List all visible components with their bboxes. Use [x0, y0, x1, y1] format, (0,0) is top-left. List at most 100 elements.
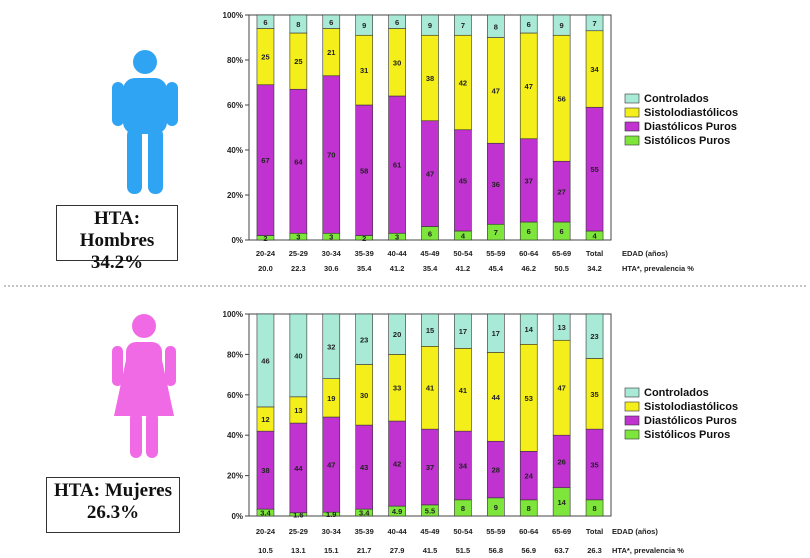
- women-data-label: 8: [527, 504, 531, 513]
- men-bar-segment-controlados: [519, 14, 538, 34]
- women-legend-swatch-sistolicos_puros: [624, 429, 640, 440]
- men-y-tick-label: 40%: [227, 146, 243, 155]
- men-prevalence-value: 30.6: [324, 264, 339, 273]
- hta-women-title: HTA: Mujeres: [53, 480, 173, 501]
- women-data-label: 13: [294, 406, 302, 415]
- women-category-label: 45-49: [420, 527, 439, 536]
- men-legend-label-controlados: Controlados: [644, 93, 709, 105]
- men-category-label: 25-29: [289, 249, 308, 258]
- men-category-label: 55-59: [486, 249, 505, 258]
- women-data-label: 4.9: [392, 507, 402, 516]
- women-data-label: 37: [426, 463, 434, 472]
- men-data-label: 7: [494, 228, 498, 237]
- men-prevalence-value: 41.2: [390, 264, 405, 273]
- men-data-label: 4: [461, 232, 466, 241]
- men-prevalence-value: 35.4: [357, 264, 372, 273]
- women-legend-label-controlados: Controlados: [644, 387, 709, 399]
- men-bar-segment-controlados: [289, 14, 308, 34]
- women-prevalence-value: 21.7: [357, 546, 372, 555]
- women-category-label: 40-44: [387, 527, 407, 536]
- men-data-label: 67: [261, 156, 269, 165]
- women-y-tick-label: 0%: [231, 512, 243, 521]
- women-category-label: 35-39: [355, 527, 374, 536]
- men-data-label: 6: [263, 18, 267, 27]
- women-bar-segment-controlados: [322, 313, 341, 379]
- women-data-label: 47: [327, 461, 335, 470]
- men-data-label: 2: [263, 234, 267, 243]
- women-prevalence-value: 63.7: [554, 546, 569, 555]
- women-category-label: 60-64: [519, 527, 539, 536]
- men-data-label: 70: [327, 151, 335, 160]
- women-legend-label-sistolodiastolicos: Sistolodiastólicos: [644, 401, 738, 413]
- woman-right-arm: [165, 346, 176, 386]
- women-data-label: 43: [360, 463, 368, 472]
- women-data-label: 19: [327, 394, 335, 403]
- men-stacked-bar-chart: 0%20%40%60%80%100%26725620-2420.03642582…: [223, 11, 739, 273]
- man-head: [133, 50, 157, 74]
- women-prevalence-value: 10.5: [258, 546, 273, 555]
- hta-women-box: HTA: Mujeres 26.3%: [46, 477, 180, 533]
- men-data-label: 4: [592, 232, 597, 241]
- men-category-label: 45-49: [420, 249, 439, 258]
- women-data-label: 53: [525, 394, 533, 403]
- men-data-label: 6: [527, 20, 531, 29]
- men-bar-segment-controlados: [421, 14, 439, 36]
- men-prevalence-value: 20.0: [258, 264, 273, 273]
- men-prevalence-value: 41.2: [456, 264, 471, 273]
- men-prevalence-value: 50.5: [554, 264, 569, 273]
- women-data-label: 13: [557, 323, 565, 332]
- women-prevalence-value: 41.5: [423, 546, 438, 555]
- women-bar-segment-controlados: [487, 313, 505, 353]
- men-data-label: 9: [560, 21, 564, 30]
- men-data-label: 47: [426, 170, 434, 179]
- men-legend-swatch-controlados: [624, 93, 640, 104]
- women-legend-swatch-sistolodiastolicos: [624, 401, 640, 412]
- men-legend-label-diastolicos_puros: Diastólicos Puros: [644, 121, 737, 133]
- men-bar-segment-controlados: [454, 14, 472, 36]
- men-category-label: 40-44: [387, 249, 407, 258]
- women-y-tick-label: 80%: [227, 350, 243, 359]
- man-right-leg: [148, 128, 163, 194]
- men-category-label: Total: [586, 249, 603, 258]
- men-data-label: 58: [360, 166, 368, 175]
- men-bar-segment-controlados: [585, 14, 604, 32]
- women-category-label: 50-54: [453, 527, 473, 536]
- women-bar-segment-controlados: [454, 313, 472, 349]
- men-data-label: 8: [494, 22, 498, 31]
- women-data-label: 30: [360, 391, 368, 400]
- men-data-label: 3: [296, 233, 300, 242]
- women-category-label: 20-24: [256, 527, 276, 536]
- men-category-label: 65-69: [552, 249, 571, 258]
- men-data-label: 55: [590, 165, 598, 174]
- women-y-tick-label: 60%: [227, 391, 243, 400]
- men-data-label: 6: [560, 227, 564, 236]
- men-legend-label-sistolicos_puros: Sistólicos Puros: [644, 135, 730, 147]
- men-data-label: 64: [294, 157, 303, 166]
- men-x-axis-label: EDAD (años): [622, 249, 668, 258]
- women-data-label: 42: [393, 460, 401, 469]
- men-prevalence-value: 35.4: [423, 264, 438, 273]
- men-data-label: 34: [590, 65, 599, 74]
- women-data-label: 23: [590, 332, 598, 341]
- hta-men-value: 34.2%: [90, 252, 144, 273]
- women-legend-label-diastolicos_puros: Diastólicos Puros: [644, 415, 737, 427]
- men-row-label: HTA*, prevalencia %: [622, 264, 694, 273]
- women-stacked-bar-chart: 0% 20% 40% 60% 80% 100% 3.4 38 12 46 20-24 10.5 1.6 4…: [223, 310, 739, 555]
- men-data-label: 6: [395, 18, 399, 27]
- women-data-label: 1.6: [293, 510, 303, 519]
- women-data-label: 38: [261, 466, 269, 475]
- men-data-label: 30: [393, 58, 401, 67]
- men-prevalence-value: 22.3: [291, 264, 306, 273]
- women-bar-segment-controlados: [355, 313, 373, 365]
- men-legend-swatch-diastolicos_puros: [624, 121, 640, 132]
- women-bar-segment-controlados: [552, 313, 571, 341]
- men-data-label: 47: [492, 86, 500, 95]
- men-data-label: 9: [428, 21, 432, 30]
- women-prevalence-value: 15.1: [324, 546, 339, 555]
- woman-figure-icon: [112, 314, 176, 458]
- men-data-label: 25: [261, 53, 269, 62]
- men-y-tick-label: 100%: [223, 11, 243, 20]
- men-prevalence-value: 45.4: [489, 264, 504, 273]
- women-bar-segment-controlados: [585, 313, 604, 359]
